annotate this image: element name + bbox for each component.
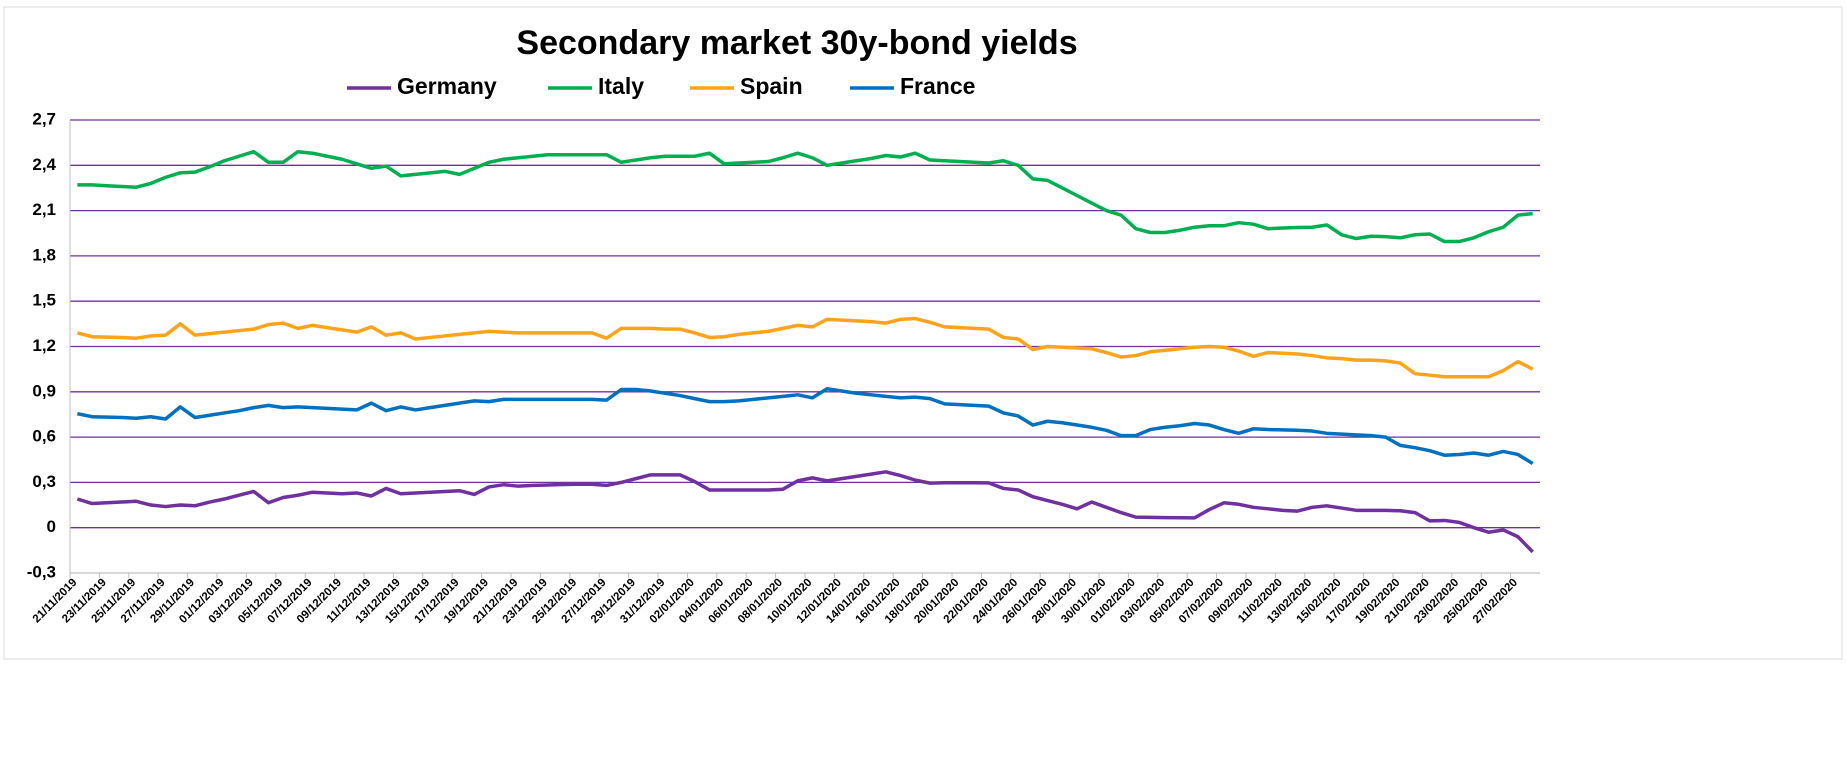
series-line xyxy=(76,387,1534,466)
y-tick-label: 1,8 xyxy=(32,245,56,264)
y-tick-label: -0,3 xyxy=(27,562,56,581)
y-tick-label: 2,7 xyxy=(32,109,56,128)
legend-label: Italy xyxy=(598,73,644,99)
series-line xyxy=(77,149,1533,244)
legend-label: Spain xyxy=(740,73,803,99)
y-tick-label: 0,3 xyxy=(32,472,56,491)
y-tick-label: 0,6 xyxy=(32,427,56,446)
y-tick-label: 1,2 xyxy=(32,336,56,355)
chart-border xyxy=(3,6,1843,660)
legend-label: Germany xyxy=(397,73,497,99)
y-tick-label: 2,4 xyxy=(32,155,56,174)
series-line xyxy=(76,470,1534,554)
y-tick-label: 0,9 xyxy=(32,381,56,400)
y-tick-label: 2,1 xyxy=(32,200,56,219)
series-line xyxy=(76,316,1534,379)
chart-title: Secondary market 30y-bond yields xyxy=(516,24,1077,62)
y-tick-label: 1,5 xyxy=(32,291,56,310)
y-tick-label: 0 xyxy=(47,517,56,536)
legend-label: France xyxy=(900,73,975,99)
